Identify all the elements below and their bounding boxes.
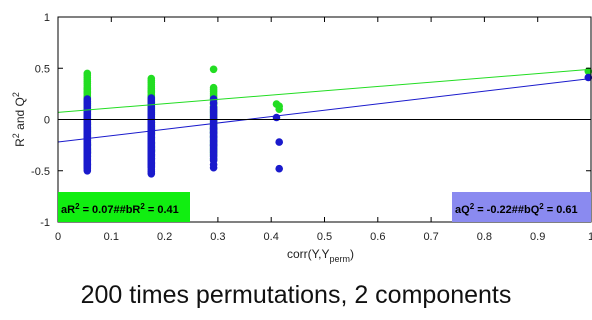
- x-axis-label-subscript: perm: [329, 254, 350, 264]
- series-layer: [83, 65, 592, 178]
- q2-ann-sup: 2: [470, 202, 475, 211]
- q2-annotation-box: aQ2 = -0.22##bQ2 = 0.61: [452, 192, 591, 222]
- q2-point: [147, 162, 156, 171]
- x-tick-label: 0.5: [317, 231, 332, 243]
- q2-ann-a: aQ: [455, 204, 470, 216]
- x-tick-label: 1: [588, 231, 592, 243]
- r2-ann-end: = 0.41: [145, 204, 179, 216]
- r2-ann-rest: = 0.07##bR: [80, 204, 141, 216]
- figure-caption: 200 times permutations, 2 components: [80, 281, 512, 309]
- fit-lines-layer: [57, 68, 592, 143]
- q2-annotation-background: [452, 192, 591, 222]
- r2-point: [209, 65, 218, 74]
- r2-annotation-text: aR2 = 0.07##bR2 = 0.41: [61, 202, 179, 216]
- r2-ann-sup: 2: [75, 202, 80, 211]
- permutation-scatter-plot: 0 0.1 0.2 0.3 0.4 0.5 0.6 0.7 0.8 0.9 1 -1 -0.5 0 0.5 1…: [11, 12, 592, 264]
- q2-point: [209, 154, 218, 163]
- x-axis-label-main: corr(Y,Y: [287, 247, 329, 261]
- x-axis-label: corr(Y,Yperm): [287, 247, 354, 264]
- r2-ann-a: aR: [61, 204, 75, 216]
- q2-annotation-text: aQ2 = -0.22##bQ2 = 0.61: [455, 202, 578, 216]
- r2-annotation-background: [58, 192, 190, 222]
- x-tick-label: 0.6: [370, 231, 385, 243]
- q2-point: [275, 138, 284, 146]
- x-tick-label: 0.8: [477, 231, 492, 243]
- x-tick-label: 0: [55, 231, 61, 243]
- q2-ann-rest: = -0.22##bQ: [474, 204, 540, 216]
- q2-point: [272, 113, 281, 122]
- x-tick-label: 0.7: [423, 231, 438, 243]
- x-tick-label: 0.2: [157, 231, 172, 243]
- y-tick-label: -1: [40, 217, 50, 229]
- x-tick-label: 0.3: [210, 231, 225, 243]
- y-axis-label: R2 and Q2: [11, 92, 27, 147]
- q2-point: [275, 164, 284, 173]
- r2-point: [275, 105, 284, 113]
- y-axis-label-r: R: [13, 138, 27, 147]
- x-tick-label: 0.9: [530, 231, 545, 243]
- x-tick-label: 0.4: [264, 231, 279, 243]
- y-tick-label: 1: [44, 12, 50, 24]
- q2-ann-sup2: 2: [539, 202, 544, 211]
- q2-ann-end: = 0.61: [544, 204, 578, 216]
- r2-annotation-box: aR2 = 0.07##bR2 = 0.41: [58, 192, 190, 222]
- q2-point: [209, 124, 218, 133]
- y-axis-label-mid: and Q: [13, 97, 27, 133]
- y-tick-label: -0.5: [31, 166, 50, 178]
- y-axis-label-sup1: 2: [11, 133, 21, 138]
- y-axis-label-sup2: 2: [11, 92, 21, 97]
- x-tick-label: 0.1: [104, 231, 119, 243]
- x-axis-label-end: ): [350, 247, 354, 261]
- q2-point: [83, 160, 92, 169]
- r2-ann-sup2: 2: [140, 202, 145, 211]
- y-tick-label: 0.5: [35, 63, 50, 75]
- r2-fit-line: [57, 68, 592, 113]
- ticks-layer: 0 0.1 0.2 0.3 0.4 0.5 0.6 0.7 0.8 0.9 1 -1 -0.5 0 0.5 1: [31, 12, 592, 243]
- y-tick-label: 0: [44, 115, 50, 127]
- q2-fit-line: [57, 78, 592, 143]
- q2-point: [209, 163, 218, 172]
